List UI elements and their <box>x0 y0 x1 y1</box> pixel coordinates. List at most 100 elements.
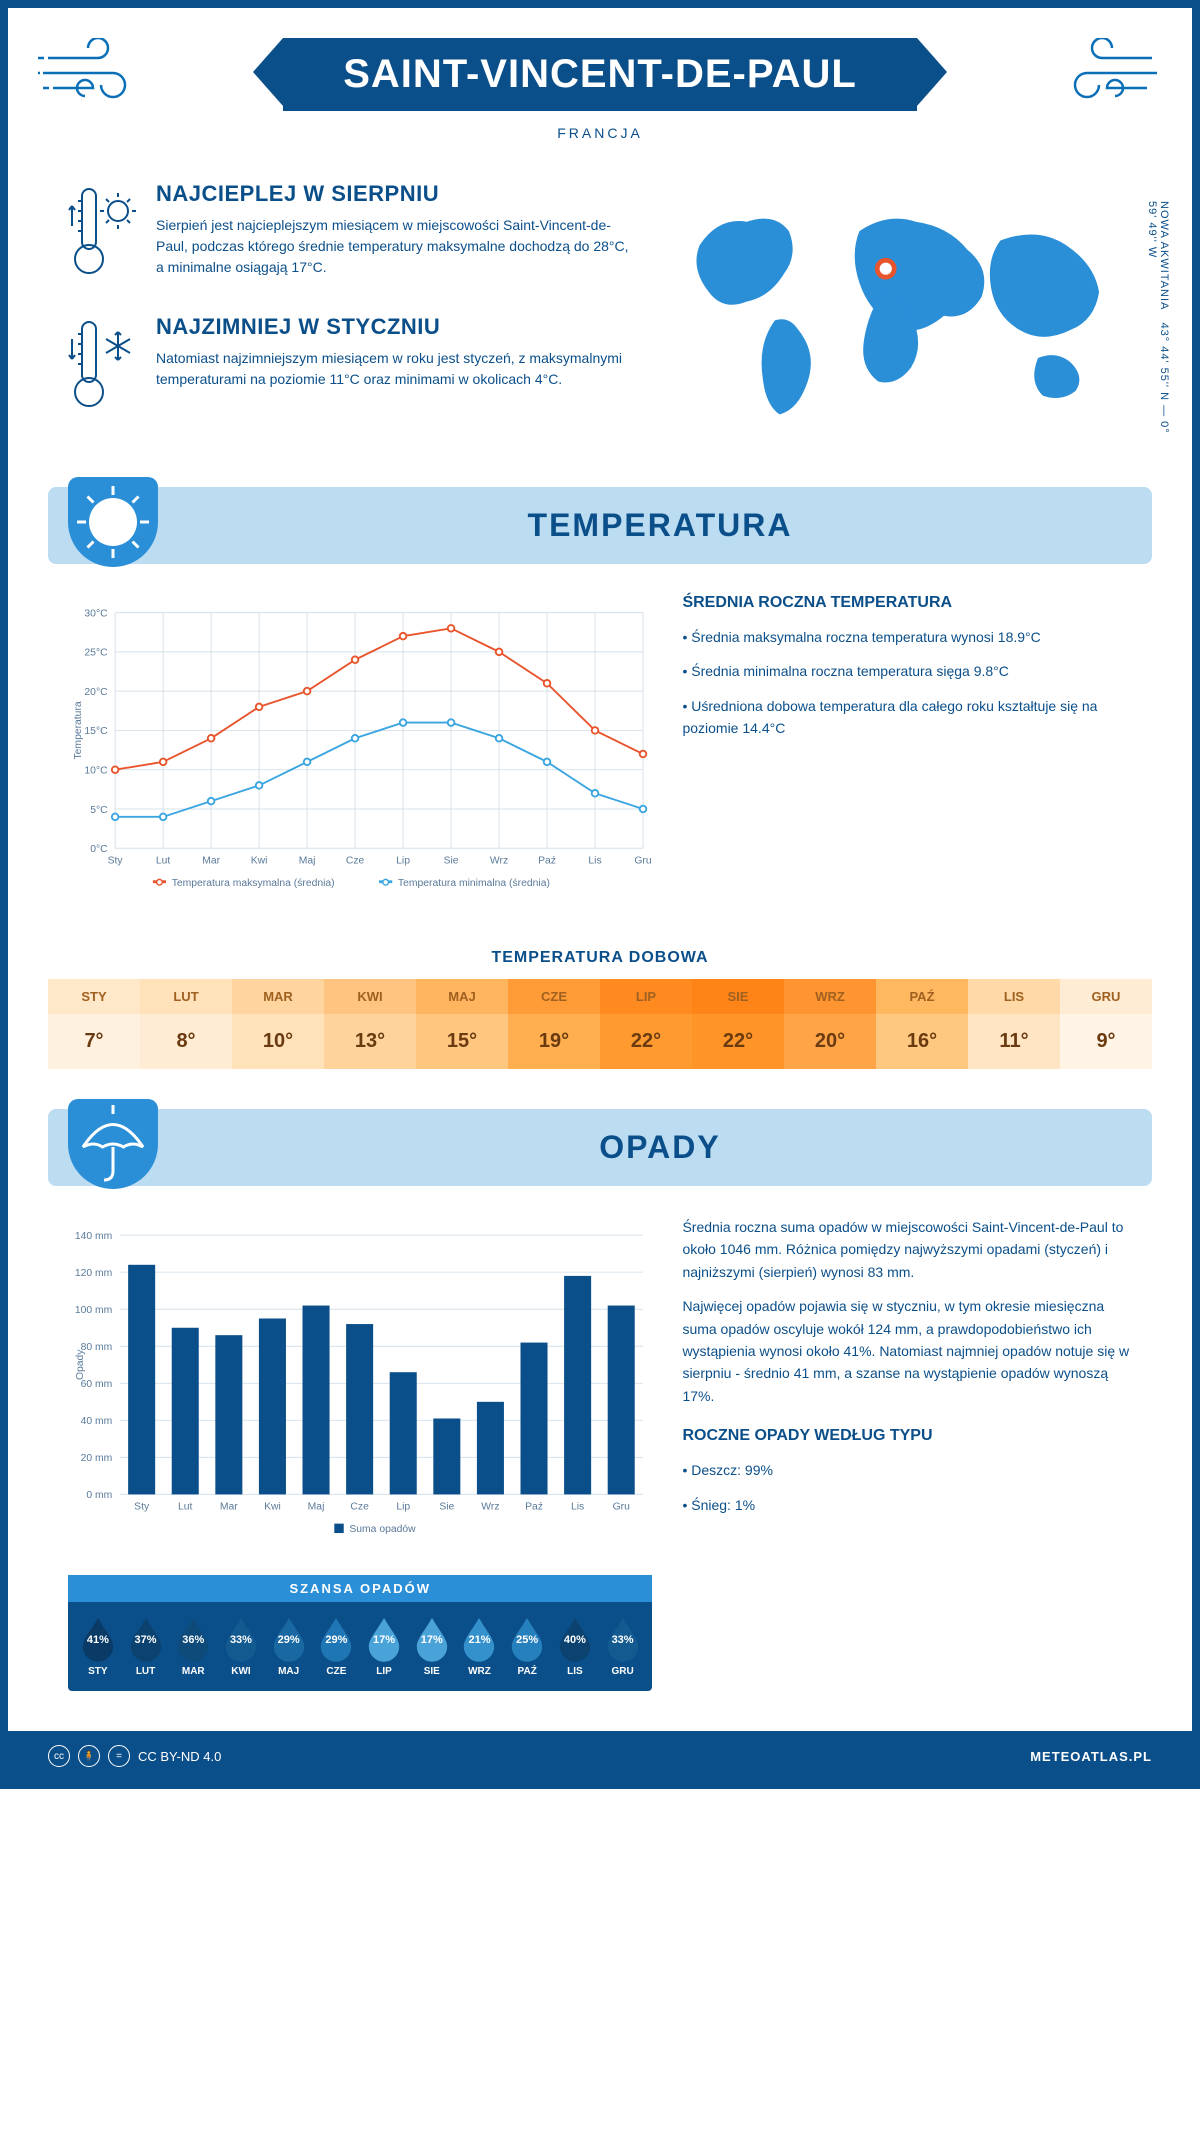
svg-text:Paź: Paź <box>525 1501 543 1512</box>
temperature-chart-row: 0°C5°C10°C15°C20°C25°C30°CStyLutMarKwiMa… <box>8 594 1192 939</box>
chance-drop: 21% WRZ <box>456 1614 504 1677</box>
svg-text:Mar: Mar <box>202 855 220 866</box>
svg-text:Wrz: Wrz <box>481 1501 499 1512</box>
hot-text: Sierpień jest najcieplejszym miesiącem w… <box>156 215 632 278</box>
daily-temp-title: TEMPERATURA DOBOWA <box>8 949 1192 967</box>
svg-text:Cze: Cze <box>350 1501 369 1512</box>
hot-title: NAJCIEPLEJ W SIERPNIU <box>156 181 632 207</box>
chance-drop: 37% LUT <box>122 1614 170 1677</box>
header: SAINT-VINCENT-DE-PAUL FRANCJA <box>8 8 1192 161</box>
svg-text:Kwi: Kwi <box>264 1501 281 1512</box>
chance-title: SZANSA OPADÓW <box>68 1575 652 1602</box>
svg-text:Temperatura: Temperatura <box>73 701 84 759</box>
world-map: NOWA AKWITANIA 43° 44' 55'' N — 0° 59' 4… <box>662 181 1132 446</box>
svg-text:25°C: 25°C <box>84 648 108 659</box>
rain-type-bullet: • Deszcz: 99% <box>682 1459 1132 1481</box>
precipitation-chart-row: 0 mm20 mm40 mm60 mm80 mm100 mm120 mm140 … <box>8 1216 1192 1711</box>
svg-text:Lis: Lis <box>571 1501 584 1512</box>
temp-table-cell: PAŹ 16° <box>876 979 968 1069</box>
svg-text:20°C: 20°C <box>84 687 108 698</box>
wind-icon <box>1042 38 1162 108</box>
temp-side-bullet: • Uśredniona dobowa temperatura dla całe… <box>682 695 1132 740</box>
chance-drop: 17% SIE <box>408 1614 456 1677</box>
cold-title: NAJZIMNIEJ W STYCZNIU <box>156 314 632 340</box>
chance-drop: 40% LIS <box>551 1614 599 1677</box>
intro-section: NAJCIEPLEJ W SIERPNIU Sierpień jest najc… <box>8 161 1192 477</box>
svg-text:Lis: Lis <box>588 855 601 866</box>
chance-drop: 33% GRU <box>599 1614 647 1677</box>
chance-drop: 29% CZE <box>313 1614 361 1677</box>
svg-text:Sie: Sie <box>444 855 459 866</box>
thermometer-sun-icon <box>68 181 138 286</box>
temp-table-cell: WRZ 20° <box>784 979 876 1069</box>
rain-type-title: ROCZNE OPADY WEDŁUG TYPU <box>682 1427 1132 1445</box>
svg-text:Lut: Lut <box>156 855 171 866</box>
infographic-page: SAINT-VINCENT-DE-PAUL FRANCJA NAJCIEPLEJ… <box>0 0 1200 1789</box>
coordinates-label: NOWA AKWITANIA 43° 44' 55'' N — 0° 59' 4… <box>1146 201 1170 446</box>
rain-side-text: Najwięcej opadów pojawia się w styczniu,… <box>682 1295 1132 1407</box>
site-name: METEOATLAS.PL <box>1030 1749 1152 1764</box>
svg-text:30°C: 30°C <box>84 608 108 619</box>
svg-text:5°C: 5°C <box>90 805 108 816</box>
svg-text:Sty: Sty <box>108 855 124 866</box>
by-icon: 🧍 <box>78 1745 100 1767</box>
chance-drop: 33% KWI <box>217 1614 265 1677</box>
chance-drop: 36% MAR <box>169 1614 217 1677</box>
svg-text:Sty: Sty <box>134 1501 150 1512</box>
svg-text:20 mm: 20 mm <box>81 1453 113 1464</box>
temp-table-cell: MAJ 15° <box>416 979 508 1069</box>
temp-side-bullet: • Średnia maksymalna roczna temperatura … <box>682 626 1132 648</box>
temp-table-cell: CZE 19° <box>508 979 600 1069</box>
nd-icon: = <box>108 1745 130 1767</box>
section-header-temperature: TEMPERATURA <box>48 487 1152 564</box>
svg-text:Lip: Lip <box>396 855 410 866</box>
chance-drop: 25% PAŹ <box>503 1614 551 1677</box>
svg-text:0 mm: 0 mm <box>86 1490 112 1501</box>
svg-text:120 mm: 120 mm <box>75 1268 112 1279</box>
svg-text:Temperatura minimalna (średnia: Temperatura minimalna (średnia) <box>398 878 550 889</box>
temp-side-bullet: • Średnia minimalna roczna temperatura s… <box>682 660 1132 682</box>
chance-drop: 41% STY <box>74 1614 122 1677</box>
temperature-line-chart: 0°C5°C10°C15°C20°C25°C30°CStyLutMarKwiMa… <box>68 594 652 914</box>
svg-text:Maj: Maj <box>299 855 316 866</box>
sun-icon <box>68 477 158 567</box>
temp-table-cell: MAR 10° <box>232 979 324 1069</box>
page-subtitle: FRANCJA <box>48 125 1152 141</box>
temp-table-cell: SIE 22° <box>692 979 784 1069</box>
license-block: cc 🧍 = CC BY-ND 4.0 <box>48 1745 221 1767</box>
temp-table-cell: LIS 11° <box>968 979 1060 1069</box>
cc-icon: cc <box>48 1745 70 1767</box>
section-header-precipitation: OPADY <box>48 1109 1152 1186</box>
svg-text:Mar: Mar <box>220 1501 238 1512</box>
daily-temp-table: STY 7° LUT 8° MAR 10° KWI 13° MAJ 15° CZ… <box>48 979 1152 1069</box>
license-text: CC BY-ND 4.0 <box>138 1749 221 1764</box>
temp-table-cell: GRU 9° <box>1060 979 1152 1069</box>
svg-text:Sie: Sie <box>439 1501 454 1512</box>
wind-icon <box>38 38 158 108</box>
chance-box: SZANSA OPADÓW 41% STY 37% LUT 36% MAR 33… <box>68 1575 652 1691</box>
temp-table-cell: LUT 8° <box>140 979 232 1069</box>
svg-text:15°C: 15°C <box>84 726 108 737</box>
chance-drop: 17% LIP <box>360 1614 408 1677</box>
thermometer-snow-icon <box>68 314 138 419</box>
page-title: SAINT-VINCENT-DE-PAUL <box>283 38 917 111</box>
svg-text:100 mm: 100 mm <box>75 1305 112 1316</box>
svg-text:40 mm: 40 mm <box>81 1416 113 1427</box>
temp-side-title: ŚREDNIA ROCZNA TEMPERATURA <box>682 594 1132 612</box>
temp-table-cell: LIP 22° <box>600 979 692 1069</box>
svg-text:10°C: 10°C <box>84 765 108 776</box>
svg-text:Cze: Cze <box>346 855 365 866</box>
temp-table-cell: STY 7° <box>48 979 140 1069</box>
rain-side-text: Średnia roczna suma opadów w miejscowośc… <box>682 1216 1132 1283</box>
coldest-block: NAJZIMNIEJ W STYCZNIU Natomiast najzimni… <box>68 314 632 419</box>
svg-text:Lut: Lut <box>178 1501 193 1512</box>
hottest-block: NAJCIEPLEJ W SIERPNIU Sierpień jest najc… <box>68 181 632 286</box>
chance-drop: 29% MAJ <box>265 1614 313 1677</box>
svg-text:Suma opadów: Suma opadów <box>349 1524 416 1535</box>
svg-text:Kwi: Kwi <box>251 855 268 866</box>
svg-text:Gru: Gru <box>634 855 652 866</box>
section-title: TEMPERATURA <box>168 507 1152 544</box>
svg-text:Wrz: Wrz <box>490 855 508 866</box>
svg-text:Opady: Opady <box>75 1349 86 1380</box>
temp-table-cell: KWI 13° <box>324 979 416 1069</box>
